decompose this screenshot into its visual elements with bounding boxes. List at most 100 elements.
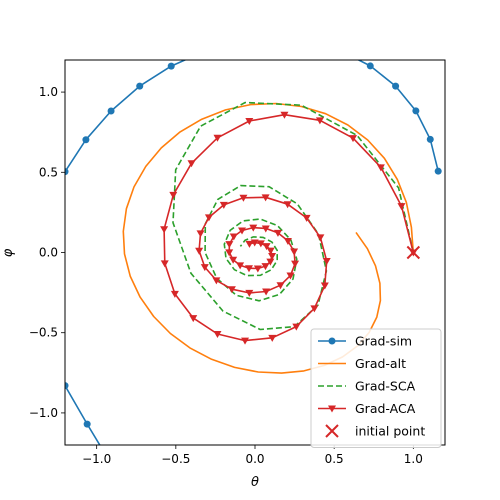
y-tick-label: −1.0 (29, 406, 58, 420)
data-point (82, 136, 90, 144)
data-point (261, 263, 270, 271)
y-axis-label: φ (1, 248, 16, 257)
data-point (241, 337, 250, 345)
legend-item: Grad-alt (318, 356, 406, 371)
data-point (213, 330, 222, 338)
legend: Grad-sim Grad-alt Grad-SCA Grad-ACA initial … (310, 328, 442, 448)
series-grad-sca (172, 101, 415, 331)
initial-point-marker (406, 245, 421, 260)
data-point (167, 62, 175, 70)
data-point (266, 258, 275, 266)
data-point (238, 227, 247, 235)
legend-box (310, 328, 442, 448)
data-point (426, 135, 434, 143)
data-point (316, 234, 325, 242)
y-tick-label: −0.5 (29, 326, 58, 340)
data-point (160, 226, 169, 234)
data-point (189, 315, 198, 323)
data-point (283, 201, 292, 209)
data-point (227, 286, 236, 294)
data-point (83, 420, 91, 428)
y-tick-label: 0.5 (39, 165, 58, 179)
x-tick-label: −1.0 (82, 452, 111, 466)
data-point (266, 247, 275, 255)
data-point (262, 243, 271, 251)
legend-label: initial point (355, 424, 425, 439)
data-point (219, 201, 228, 209)
data-point (245, 240, 254, 248)
x-axis-label: θ (251, 475, 259, 490)
data-point (286, 272, 295, 280)
data-point (376, 164, 385, 172)
x-tick-label: 0.0 (245, 452, 264, 466)
data-point (253, 265, 262, 273)
x-tick-label: −0.5 (161, 452, 190, 466)
data-point (273, 229, 282, 237)
data-point (225, 241, 234, 249)
legend-label: Grad-sim (355, 334, 412, 349)
data-point (229, 233, 238, 241)
data-point (249, 224, 258, 232)
series-grad-aca (160, 111, 418, 345)
data-point (256, 240, 265, 248)
data-point (283, 237, 292, 245)
legend-item: Grad-SCA (318, 379, 416, 394)
series-grad-sim-continued (65, 382, 101, 445)
data-point (244, 265, 253, 273)
data-point (302, 214, 311, 222)
data-point (187, 160, 196, 168)
data-point (280, 111, 289, 119)
data-point (212, 277, 221, 285)
y-tick-label: 0.0 (39, 246, 58, 260)
data-point (276, 282, 285, 290)
legend-item: Grad-ACA (318, 401, 416, 416)
series-line-grad-sca (172, 101, 415, 331)
data-point (160, 260, 169, 268)
legend-item: Grad-sim (318, 334, 412, 349)
data-point (204, 214, 213, 222)
data-point (195, 247, 204, 255)
legend-item: initial point (325, 424, 425, 439)
legend-swatch-marker (328, 337, 336, 345)
data-point (412, 107, 420, 115)
data-point (292, 323, 301, 331)
data-point (239, 194, 248, 202)
data-point (169, 191, 178, 199)
data-point (397, 203, 406, 211)
data-point (268, 253, 277, 261)
data-point (65, 168, 69, 176)
series-line-grad-sim (65, 60, 439, 173)
legend-label: Grad-ACA (355, 401, 416, 416)
legend-label: Grad-SCA (355, 379, 416, 394)
data-point (291, 260, 300, 268)
x-tick-label: 1.0 (404, 452, 423, 466)
data-point (349, 135, 358, 143)
data-point (392, 82, 400, 90)
data-point (236, 262, 245, 270)
legend-swatch-marker (325, 424, 339, 438)
data-point (310, 305, 319, 313)
data-point (65, 382, 69, 390)
data-point (245, 117, 254, 125)
data-point (290, 248, 299, 256)
data-point (268, 334, 277, 342)
x-axis-ticks: −1.0 −0.5 0.0 0.5 1.0 (82, 445, 423, 466)
data-point (366, 62, 374, 70)
data-point (262, 288, 271, 296)
data-point (245, 289, 254, 297)
data-point (107, 107, 115, 115)
data-point (170, 290, 179, 298)
y-tick-label: 1.0 (39, 85, 58, 99)
legend-label: Grad-alt (355, 356, 406, 371)
series-layer (65, 60, 442, 445)
data-point (315, 117, 324, 125)
legend-swatch-marker (328, 405, 336, 413)
data-point (261, 194, 270, 202)
data-point (136, 82, 144, 90)
x-tick-label: 0.5 (325, 452, 344, 466)
data-point (200, 264, 209, 272)
data-point (229, 256, 238, 264)
series-grad-sim (65, 60, 442, 176)
data-point (434, 167, 442, 175)
